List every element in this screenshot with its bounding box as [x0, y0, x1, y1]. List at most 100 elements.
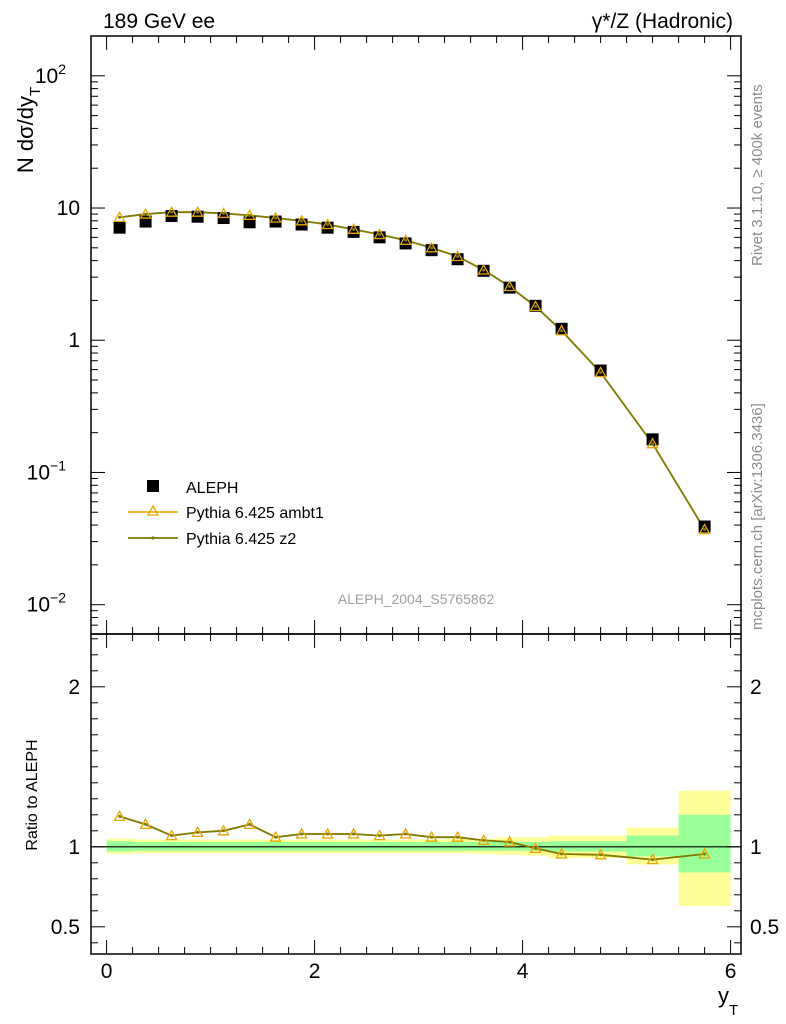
ratio-marker-ambt1 — [321, 827, 334, 839]
marker-z2 — [170, 210, 174, 214]
marker-z2 — [378, 233, 382, 237]
ratio-marker-z2 — [326, 832, 330, 836]
y-axis-label-main: N dσ/dy — [13, 96, 38, 173]
ratio-y-tick-label: 1 — [750, 836, 762, 859]
ratio-frame — [90, 633, 742, 955]
ratio-y-tick-label: 2 — [750, 676, 762, 699]
ratio-marker-z2 — [508, 840, 512, 844]
ratio-marker-ambt1 — [555, 847, 568, 859]
marker-z2 — [300, 219, 304, 223]
ratio-marker-z2 — [651, 858, 655, 862]
ratio-marker-z2 — [300, 832, 304, 836]
y-tick-label-base: 10 — [27, 461, 50, 484]
marker-ambt1 — [373, 228, 386, 240]
ratio-marker-ambt1 — [594, 848, 607, 860]
marker-z2 — [248, 213, 252, 217]
marker-z2 — [352, 227, 356, 231]
marker-z2 — [534, 304, 538, 308]
ratio-marker-z2 — [274, 835, 278, 839]
ratio-marker-z2 — [144, 822, 148, 826]
ratio-marker-z2 — [248, 822, 252, 826]
ratio-y-tick-label: 0.5 — [750, 916, 779, 939]
ratio-marker-ambt1 — [399, 827, 412, 839]
y-tick-label: 102 — [35, 61, 66, 88]
marker-z2 — [651, 442, 655, 446]
y-axis-label: N dσ/dyT — [13, 87, 44, 173]
marker-ambt1 — [165, 205, 178, 217]
analysis-label: ALEPH_2004_S5765862 — [338, 591, 495, 607]
marker-ambt1 — [529, 300, 542, 312]
rivet-label: Rivet 3.1.10, ≥ 400k events — [749, 84, 766, 266]
x-tick-label: 4 — [517, 960, 529, 983]
marker-ambt1 — [698, 523, 711, 535]
ratio-marker-z2 — [430, 835, 434, 839]
ratio-marker-ambt1 — [243, 818, 256, 830]
ratio-marker-z2 — [196, 830, 200, 834]
ratio-marker-ambt1 — [425, 830, 438, 842]
marker-ambt1 — [477, 263, 490, 275]
marker-ambt1 — [646, 437, 659, 449]
marker-z2 — [404, 238, 408, 242]
ratio-marker-z2 — [456, 835, 460, 839]
marker-z2 — [196, 210, 200, 214]
marker-z2 — [482, 268, 486, 272]
marker-z2 — [560, 329, 564, 333]
marker-z2 — [456, 254, 460, 258]
ratio-marker-ambt1 — [347, 827, 360, 839]
marker-z2 — [508, 284, 512, 288]
marker-ambt1 — [399, 233, 412, 245]
ratio-marker-z2 — [404, 832, 408, 836]
ratio-marker-ambt1 — [217, 824, 230, 836]
ratio-marker-ambt1 — [139, 818, 152, 830]
marker-z2 — [430, 246, 434, 250]
ratio-marker-z2 — [703, 852, 707, 856]
ratio-marker-z2 — [170, 834, 174, 838]
ratio-marker-z2 — [599, 853, 603, 857]
ratio-y-tick-label: 1 — [68, 836, 80, 859]
legend-label-z2: Pythia 6.425 z2 — [186, 531, 296, 548]
marker-z2 — [222, 211, 226, 215]
ratio-marker-ambt1 — [113, 810, 126, 822]
title-left: 189 GeV ee — [103, 10, 215, 33]
y-tick-label-exponent: −1 — [50, 457, 66, 473]
ratio-marker-ambt1 — [698, 847, 711, 859]
marker-z2 — [144, 212, 148, 216]
ratio-marker-z2 — [534, 846, 538, 850]
y-tick-label: 10 — [57, 197, 80, 220]
ratio-marker-ambt1 — [269, 830, 282, 842]
ratio-marker-ambt1 — [373, 829, 386, 841]
legend-label-aleph: ALEPH — [186, 480, 238, 497]
y-tick-label-base: 10 — [57, 197, 80, 220]
marker-ambt1 — [295, 214, 308, 226]
y-axis-label-sub: T — [27, 87, 44, 96]
legend: ALEPH Pythia 6.425 ambt1 Pythia 6.425 z2 — [128, 480, 324, 548]
mcplots-label: mcplots.cern.ch [arXiv:1306.3436] — [749, 403, 766, 630]
ratio-marker-ambt1 — [529, 842, 542, 854]
x-tick-label: 0 — [101, 960, 113, 983]
marker-ambt1 — [113, 211, 126, 222]
marker-ambt1 — [139, 207, 152, 219]
ratio-band-inner — [626, 835, 679, 857]
marker-ambt1 — [594, 366, 607, 378]
y-tick-label: 1 — [68, 329, 80, 352]
ratio-marker-ambt1 — [165, 829, 178, 841]
marker-z2 — [326, 223, 330, 227]
marker-z2 — [599, 371, 603, 375]
title-right: γ*/Z (Hadronic) — [592, 10, 733, 33]
y-tick-label-exponent: 2 — [58, 61, 66, 77]
marker-z2 — [118, 215, 122, 219]
y-tick-label-exponent: −2 — [50, 590, 66, 606]
ratio-marker-ambt1 — [191, 826, 204, 838]
marker-ambt1 — [191, 205, 204, 217]
marker-ambt1 — [243, 209, 256, 221]
data-point-aleph — [113, 221, 126, 234]
ratio-band-inner — [678, 814, 731, 873]
x-tick-label: 6 — [725, 960, 737, 983]
x-tick-label: 2 — [309, 960, 321, 983]
ratio-marker-ambt1 — [646, 853, 659, 865]
y-tick-label: 10−2 — [27, 590, 67, 617]
y-tick-label: 10−1 — [27, 457, 67, 484]
ratio-marker-ambt1 — [451, 830, 464, 842]
